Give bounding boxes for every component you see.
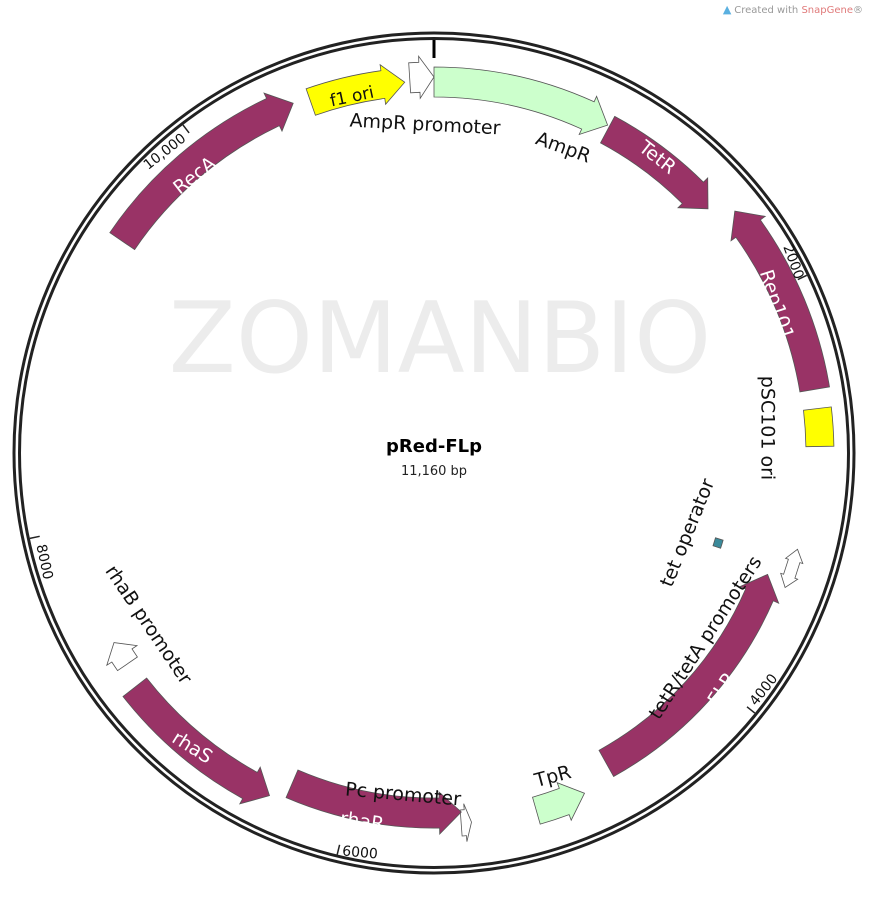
feature-tetr-teta-promoters-promoter-arrow-icon[interactable] bbox=[780, 548, 804, 589]
tick-mark-4000 bbox=[746, 706, 756, 714]
feature-psc101-ori-origin-block[interactable] bbox=[803, 406, 835, 448]
credit-brand: SnapGene bbox=[801, 5, 853, 16]
feature-rhar-feature-arrow[interactable] bbox=[285, 769, 462, 835]
backbone-inner bbox=[18, 37, 850, 869]
label-rhab-promoter: rhaB promoter bbox=[101, 561, 197, 688]
feature-rhab-promoter-promoter-arrow-icon[interactable] bbox=[106, 642, 139, 672]
plasmid-name: pRed-FLp bbox=[386, 436, 482, 457]
tick-marks bbox=[29, 124, 808, 855]
feature-tetr-feature-arrow[interactable] bbox=[599, 115, 709, 210]
feature-rep101-feature-arrow[interactable] bbox=[730, 210, 830, 393]
label-tet-operator: tet operator bbox=[656, 476, 719, 590]
snapgene-credit: ▲ Created with SnapGene® bbox=[723, 3, 863, 16]
feature-tet-operator-feature-arrow[interactable] bbox=[712, 537, 724, 549]
label-ampr-promoter: AmpR promoter bbox=[349, 110, 501, 140]
tick-mark-10000 bbox=[182, 124, 190, 134]
feature-pc-promoter-promoter-arrow-icon[interactable] bbox=[459, 803, 472, 842]
label-rhar: rhaR bbox=[339, 808, 386, 836]
label-ampr: AmpR bbox=[533, 127, 594, 167]
snapgene-logo-icon: ▲ bbox=[722, 3, 732, 16]
feature-f1-ori-origin-block[interactable] bbox=[305, 63, 406, 116]
tick-mark-8000 bbox=[29, 535, 40, 540]
features bbox=[106, 55, 835, 842]
credit-prefix: Created with bbox=[734, 5, 802, 16]
feature-ampr-promoter-promoter-arrow-icon[interactable] bbox=[408, 55, 435, 100]
feature-tpr-feature-arrow[interactable] bbox=[532, 782, 586, 825]
feature-flp-feature-arrow[interactable] bbox=[598, 573, 780, 778]
tick-label-8000: 8000 bbox=[32, 543, 55, 581]
feature-rhas-feature-arrow[interactable] bbox=[122, 677, 271, 805]
feature-ampr-feature-arrow[interactable] bbox=[433, 66, 609, 136]
tick-label-6000: 6000 bbox=[342, 843, 379, 862]
feature-reca-feature-arrow[interactable] bbox=[109, 92, 294, 251]
label-psc101-ori: pSC101 ori bbox=[757, 376, 779, 480]
backbone-outer bbox=[12, 31, 856, 875]
watermark: ZOMANBIO bbox=[169, 282, 711, 396]
tick-mark-6000 bbox=[336, 844, 341, 855]
plasmid-length: 11,160 bp bbox=[401, 464, 467, 479]
tick-mark-2000 bbox=[797, 274, 808, 281]
credit-suffix: ® bbox=[853, 5, 863, 16]
